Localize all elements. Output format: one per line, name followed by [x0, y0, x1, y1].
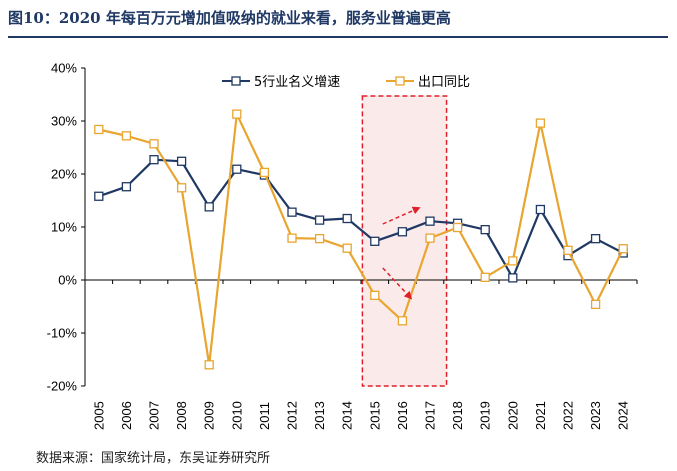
data-point: [176, 156, 187, 166]
y-tick-label: 30%: [51, 114, 77, 129]
data-point: [397, 227, 408, 237]
data-point: [563, 245, 573, 255]
x-tick-label: 2008: [174, 401, 189, 430]
data-point: [535, 204, 546, 215]
x-tick-label: 2014: [340, 401, 355, 430]
x-tick-label: 2017: [423, 401, 438, 430]
data-point: [204, 202, 214, 212]
data-point: [425, 233, 435, 243]
legend-label: 5行业名义增速: [254, 74, 340, 90]
x-tick-label: 2021: [533, 401, 548, 430]
x-tick-label: 2013: [312, 401, 327, 430]
legend-marker: [395, 76, 405, 86]
x-tick-label: 2009: [202, 401, 217, 430]
y-tick-label: 0%: [58, 273, 77, 288]
legend-label: 出口同比: [418, 75, 470, 90]
data-point: [314, 234, 325, 244]
y-tick-label: 10%: [51, 220, 77, 235]
x-tick-label: 2016: [395, 401, 410, 430]
y-tick-label: 40%: [51, 61, 77, 76]
data-point: [287, 233, 297, 243]
data-point: [480, 272, 490, 283]
data-point: [314, 215, 325, 225]
data-point: [149, 155, 159, 165]
data-point: [618, 244, 628, 254]
data-point: [342, 213, 352, 224]
x-tick-label: 2015: [367, 401, 382, 430]
data-point: [149, 139, 159, 149]
x-tick-label: 2010: [229, 401, 244, 430]
y-tick-label: -10%: [47, 326, 78, 341]
data-point: [480, 224, 490, 235]
line-chart: 40% 30% 20% 10% 0% -10% -20% 2005 2006 2007 2008 20…: [47, 61, 638, 430]
legend-marker: [231, 76, 241, 86]
x-tick-label: 2012: [285, 401, 300, 430]
series-line-1: [98, 112, 625, 366]
data-point: [590, 234, 601, 244]
source-note: 数据来源：国家统计局，东吴证券研究所: [36, 451, 271, 466]
data-point: [176, 183, 187, 193]
x-tick-label: 2018: [450, 401, 465, 430]
data-point: [232, 164, 242, 174]
legend: 5行业名义增速 出口同比: [222, 74, 470, 90]
data-point: [425, 216, 435, 226]
data-point: [232, 109, 242, 119]
data-point: [370, 236, 380, 246]
x-tick-label: 2005: [91, 401, 106, 430]
data-point: [94, 191, 104, 201]
x-tick-label: 2011: [257, 402, 272, 430]
data-point: [287, 207, 297, 217]
x-tick-label: 2007: [147, 401, 162, 430]
x-tick-label: 2022: [561, 401, 576, 430]
data-point: [397, 316, 408, 326]
y-tick-label: -20%: [47, 379, 78, 394]
data-point: [204, 360, 214, 370]
data-point: [94, 124, 104, 135]
data-point: [452, 222, 463, 233]
x-tick-label: 2006: [119, 401, 134, 430]
axes: 40% 30% 20% 10% 0% -10% -20% 2005 2006 2007 2008 20…: [47, 61, 638, 430]
data-point: [121, 182, 132, 192]
series-layer: [94, 109, 628, 370]
data-point: [508, 256, 518, 266]
chart-title: 图10：2020 年每百万元增加值吸纳的就业来看，服务业普遍更高: [8, 9, 451, 27]
data-point: [259, 167, 270, 178]
title-underline: [8, 36, 668, 38]
x-tick-label: 2020: [505, 401, 520, 430]
y-tick-label: 20%: [51, 167, 77, 182]
data-point: [121, 131, 132, 141]
x-tick-label: 2024: [616, 401, 631, 430]
data-point: [370, 290, 380, 301]
x-tick-label: 2023: [588, 401, 603, 430]
x-tick-label: 2019: [478, 401, 493, 430]
data-point: [508, 273, 518, 283]
data-point: [590, 299, 601, 310]
series-line-0: [98, 158, 624, 279]
data-point: [535, 118, 546, 128]
data-point: [342, 243, 352, 253]
